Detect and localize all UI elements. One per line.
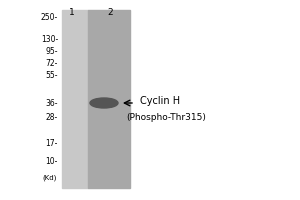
Text: 36-: 36- — [46, 98, 58, 108]
Text: 72-: 72- — [46, 58, 58, 68]
Text: 28-: 28- — [46, 114, 58, 122]
Text: (Kd): (Kd) — [43, 175, 57, 181]
Text: 95-: 95- — [46, 46, 58, 55]
Text: 250-: 250- — [41, 14, 58, 22]
Text: 10-: 10- — [46, 158, 58, 166]
Bar — [62, 10, 88, 188]
Bar — [88, 10, 130, 188]
Ellipse shape — [90, 98, 118, 108]
Text: (Phospho-Thr315): (Phospho-Thr315) — [126, 114, 206, 122]
Text: 17-: 17- — [46, 138, 58, 148]
Text: 1: 1 — [69, 8, 75, 17]
Text: 55-: 55- — [46, 72, 58, 80]
Text: 2: 2 — [107, 8, 113, 17]
Text: 130-: 130- — [41, 36, 58, 45]
Text: Cyclin H: Cyclin H — [140, 96, 180, 106]
